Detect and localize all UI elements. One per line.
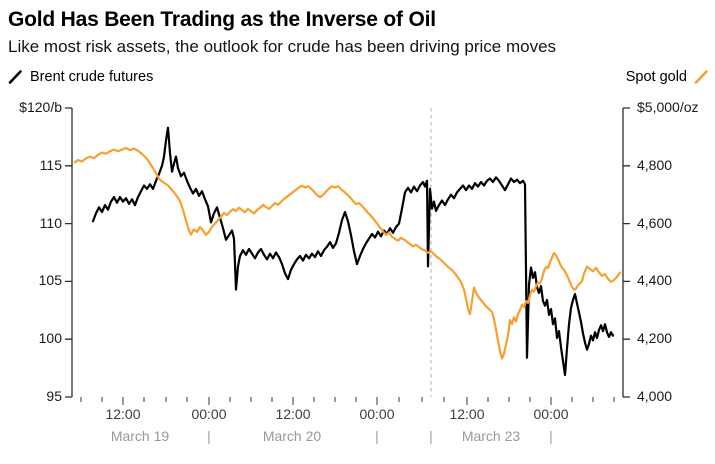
- right-axis-tick-label: 4,600: [637, 214, 673, 231]
- right-axis-tick-label: 4,800: [637, 156, 673, 173]
- date-label: March 19: [110, 428, 170, 444]
- right-axis-line: [622, 107, 630, 398]
- brent-line-swatch-icon: [8, 70, 22, 84]
- date-separator: |: [375, 428, 379, 444]
- time-axis-label: 00:00: [359, 406, 395, 422]
- legend-item-gold: Spot gold: [626, 66, 709, 88]
- time-axis-label: 12:00: [105, 406, 141, 422]
- legend: Brent crude futures Spot gold: [0, 66, 715, 88]
- right-axis-tick-label: 4,400: [637, 272, 673, 289]
- date-label: March 23: [461, 428, 521, 444]
- left-axis-tick-label: 100: [38, 330, 62, 347]
- time-axis-label: 00:00: [533, 406, 569, 422]
- chart-subtitle: Like most risk assets, the outlook for c…: [8, 37, 557, 56]
- left-axis-tick-label: 115: [39, 156, 62, 173]
- brent-price-line: [91, 126, 615, 377]
- date-separator: |: [549, 428, 553, 444]
- time-axis-label: 12:00: [449, 406, 485, 422]
- legend-label-brent: Brent crude futures: [30, 69, 154, 85]
- left-axis-tick-label: 95: [46, 388, 62, 404]
- date-label: March 20: [262, 428, 322, 444]
- gold-price-line: [73, 146, 622, 360]
- left-axis-tick-label: 105: [38, 272, 62, 289]
- right-axis-title: $5,000/oz: [637, 99, 699, 115]
- legend-label-gold: Spot gold: [625, 69, 687, 85]
- time-axis-ticks: [80, 397, 615, 405]
- chart-title: Gold Has Been Trading as the Inverse of …: [8, 8, 436, 31]
- date-separator: |: [207, 428, 211, 444]
- left-axis-tick-label: 110: [39, 214, 62, 231]
- right-axis-tick-label: 4,200: [637, 330, 673, 347]
- date-separator: |: [429, 428, 433, 444]
- gold-line-swatch-icon: [694, 70, 708, 84]
- legend-item-brent: Brent crude futures: [8, 66, 153, 88]
- time-axis-label: 12:00: [275, 406, 311, 422]
- right-axis-tick-label: 4,000: [637, 388, 673, 404]
- left-axis-title: $120/b: [19, 99, 62, 115]
- left-axis-line: [65, 107, 73, 398]
- time-axis-label: 00:00: [191, 406, 227, 422]
